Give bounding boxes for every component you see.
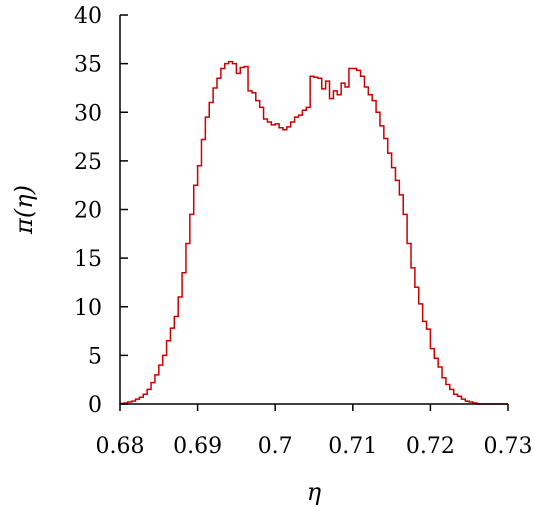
x-tick-label: 0.72: [406, 434, 455, 459]
y-tick-label: 10: [74, 296, 102, 321]
x-tick-label: 0.71: [328, 434, 377, 459]
y-tick-label: 5: [88, 344, 102, 369]
y-axis-label: π(η): [10, 185, 38, 235]
x-axis-label: η: [307, 478, 322, 506]
y-tick-label: 30: [74, 101, 102, 126]
x-axis-ticks: 0.68 0.69 0.7 0.71 0.72 0.73: [96, 404, 533, 459]
y-tick-label: 40: [74, 4, 102, 29]
y-tick-label: 35: [74, 53, 102, 78]
x-tick-label: 0.73: [484, 434, 533, 459]
x-tick-label: 0.7: [258, 434, 293, 459]
histogram-series-line: [119, 60, 508, 405]
y-tick-label: 25: [74, 150, 102, 175]
y-axis-ticks: 0 5 10 15 20 25 30 35 40: [74, 4, 128, 418]
y-tick-label: 15: [74, 247, 102, 272]
y-tick-label: 0: [88, 393, 102, 418]
x-tick-label: 0.69: [173, 434, 222, 459]
y-tick-label: 20: [74, 199, 102, 224]
x-tick-label: 0.68: [96, 434, 145, 459]
